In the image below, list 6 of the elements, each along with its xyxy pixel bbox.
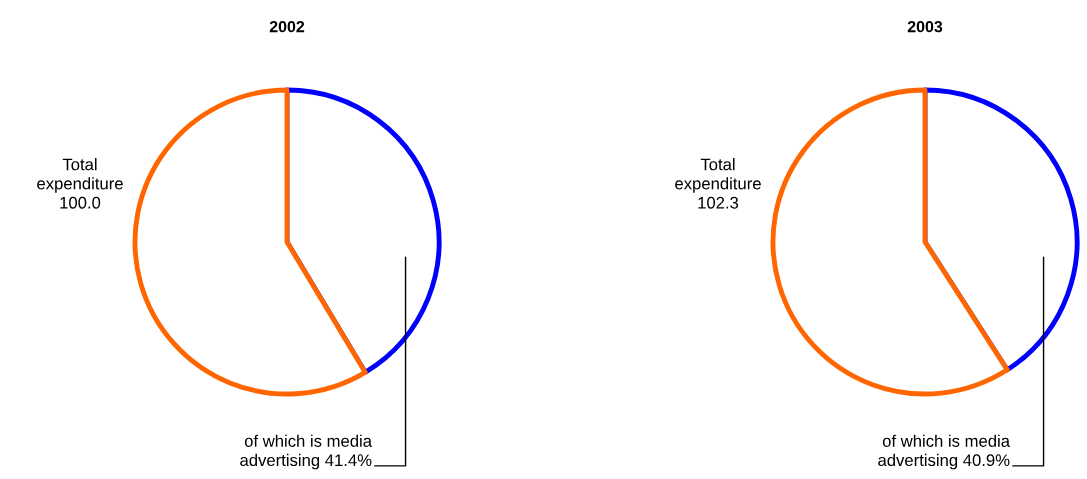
chart-title: 2003 bbox=[907, 20, 943, 33]
chart-title: 2002 bbox=[269, 20, 305, 33]
text: of which is media advertising 40.9% bbox=[878, 434, 1011, 470]
text: Total expenditure 100.0 bbox=[37, 158, 123, 209]
text: Total expenditure 102.3 bbox=[675, 158, 761, 209]
text: of which is media advertising 41.4% bbox=[240, 434, 373, 470]
